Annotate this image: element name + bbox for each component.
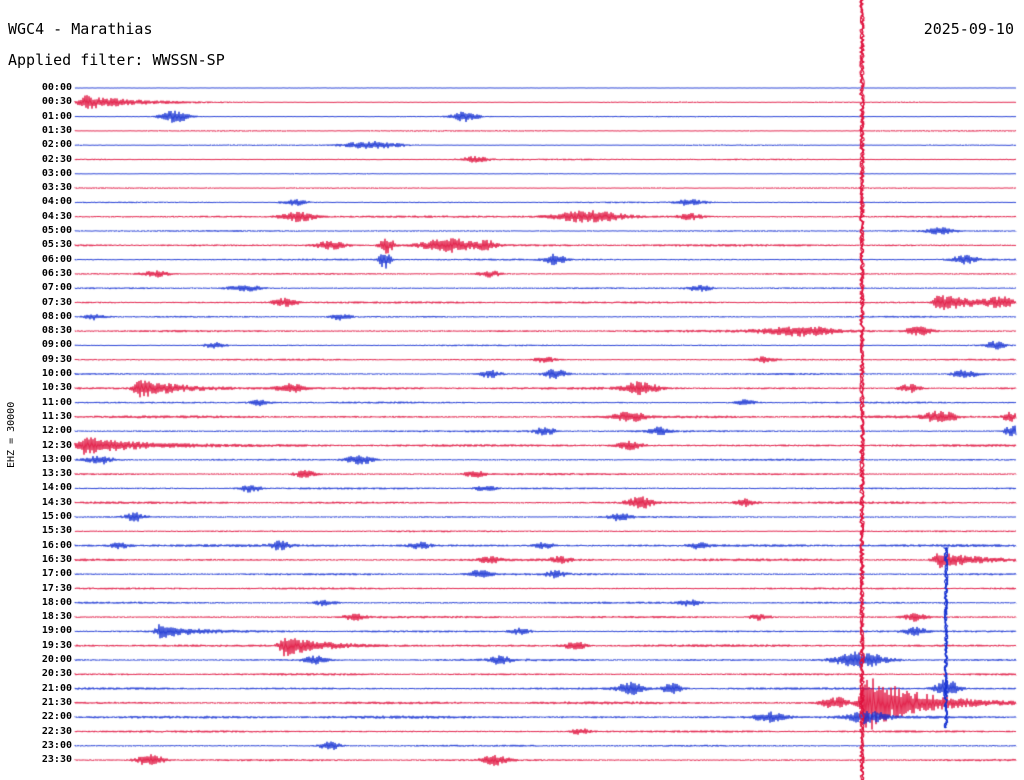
time-label: 07:00 — [41, 282, 72, 294]
time-label: 20:00 — [41, 654, 72, 665]
time-label: 22:30 — [41, 725, 72, 737]
time-label: 08:30 — [41, 325, 72, 337]
time-label: 18:00 — [41, 596, 72, 608]
time-label: 16:00 — [41, 539, 72, 551]
time-label: 00:00 — [41, 82, 72, 93]
time-label: 20:30 — [41, 668, 72, 680]
time-label: 01:30 — [41, 124, 72, 136]
time-label: 02:30 — [41, 153, 72, 165]
station-title: WGC4 - Marathias — [8, 20, 153, 38]
time-label: 11:30 — [41, 410, 72, 422]
time-label: 21:30 — [41, 696, 72, 708]
time-label: 05:00 — [41, 225, 72, 236]
time-label: 07:30 — [41, 296, 72, 308]
time-label: 11:00 — [41, 396, 72, 408]
time-label: 18:30 — [41, 611, 72, 623]
time-label: 05:30 — [41, 239, 72, 251]
time-label: 08:00 — [41, 310, 72, 322]
time-label: 14:30 — [41, 496, 72, 508]
record-date: 2025-09-10 — [923, 20, 1014, 38]
time-label: 02:00 — [41, 139, 72, 151]
time-label: 00:30 — [41, 96, 72, 108]
time-label: 15:00 — [41, 511, 72, 522]
time-label: 23:00 — [41, 739, 72, 751]
filter-label: Applied filter: WWSSN-SP — [8, 51, 225, 69]
y-axis-scale-label: EHZ = 30000 — [6, 401, 17, 468]
time-label: 10:00 — [41, 368, 72, 379]
time-label: 12:30 — [41, 439, 72, 451]
time-label: 06:30 — [41, 267, 72, 279]
time-label: 01:00 — [41, 110, 72, 122]
time-label: 19:30 — [41, 639, 72, 651]
time-label: 23:30 — [41, 754, 72, 766]
time-label: 03:30 — [41, 182, 72, 194]
time-label: 22:00 — [41, 711, 72, 723]
time-label: 10:30 — [41, 382, 72, 394]
time-label: 14:00 — [41, 482, 72, 494]
time-label: 06:00 — [41, 253, 72, 265]
time-label: 16:30 — [41, 553, 72, 565]
time-label: 09:30 — [41, 353, 72, 365]
time-label: 04:30 — [41, 210, 72, 222]
time-label: 04:00 — [41, 196, 72, 208]
time-label: 13:00 — [41, 453, 72, 465]
time-label: 21:00 — [41, 682, 72, 694]
time-label: 12:00 — [41, 425, 72, 437]
time-label: 17:30 — [41, 582, 72, 594]
time-label: 09:00 — [41, 339, 72, 351]
time-label: 17:00 — [41, 568, 72, 580]
time-label: 03:00 — [41, 167, 72, 179]
time-label: 19:00 — [41, 625, 72, 637]
time-label: 15:30 — [41, 525, 72, 537]
time-label: 13:30 — [41, 468, 72, 480]
